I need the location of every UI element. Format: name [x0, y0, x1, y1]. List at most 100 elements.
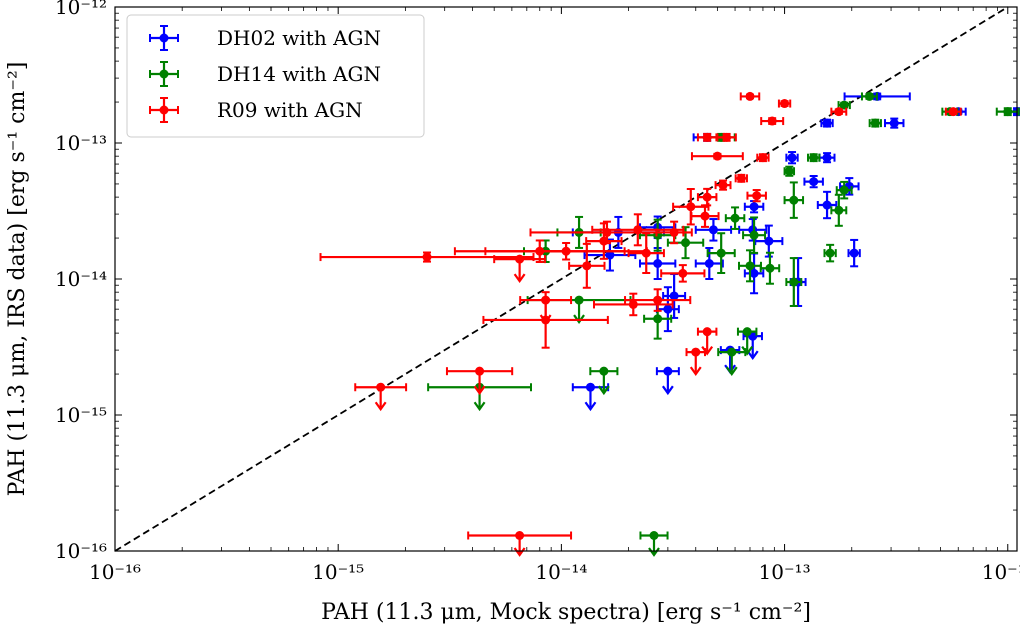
data-marker	[889, 118, 899, 128]
data-marker	[834, 205, 844, 215]
y-tick-labels: 10⁻¹⁶ 10⁻¹⁵ 10⁻¹⁴ 10⁻¹³ 10⁻¹²	[55, 0, 107, 563]
data-marker	[789, 277, 799, 287]
data-marker	[678, 268, 688, 278]
data-marker	[663, 366, 673, 376]
data-marker	[585, 382, 595, 392]
legend-entry: DH14 with AGN	[149, 61, 381, 87]
data-marker	[681, 238, 691, 248]
legend-label: R09 with AGN	[217, 98, 363, 122]
data-point	[754, 224, 784, 258]
one-to-one-line	[114, 6, 1009, 552]
y-axis-title: PAH (11.3 μm, IRS data) [erg s⁻¹ cm⁻²]	[5, 62, 30, 497]
data-point	[660, 264, 706, 283]
upper-limit-arrow	[473, 385, 486, 396]
data-point	[694, 247, 724, 280]
data-point	[568, 242, 606, 289]
data-marker	[702, 132, 712, 142]
data-point	[696, 132, 718, 142]
data-point	[738, 249, 762, 283]
data-marker	[599, 366, 609, 376]
upper-limit-arrow	[746, 350, 759, 361]
data-marker	[686, 202, 696, 212]
data-point	[835, 180, 853, 200]
data-marker	[809, 153, 819, 163]
data-marker	[870, 118, 880, 128]
data-marker	[515, 531, 525, 541]
data-point	[717, 347, 747, 377]
data-point	[714, 179, 732, 191]
data-point	[319, 251, 535, 263]
legend-label: DH02 with AGN	[217, 26, 381, 50]
data-point	[690, 204, 720, 228]
data-marker	[834, 107, 844, 117]
y-tick-label: 10⁻¹⁶	[55, 539, 107, 563]
x-tick-label: 10⁻¹³	[759, 560, 811, 584]
data-point	[736, 327, 758, 356]
data-marker	[376, 382, 386, 392]
data-point	[694, 218, 733, 242]
data-marker	[767, 116, 777, 126]
data-marker	[839, 185, 849, 195]
x-tick-label: 10⁻¹⁴	[535, 560, 587, 584]
data-marker	[1003, 107, 1013, 117]
data-point	[739, 91, 761, 101]
data-point	[803, 174, 824, 189]
legend-marker	[159, 69, 169, 79]
data-marker	[745, 261, 755, 271]
data-marker	[822, 200, 832, 210]
upper-limit-arrow	[661, 385, 674, 396]
data-point	[818, 152, 836, 164]
data-point	[696, 187, 718, 207]
data-marker	[716, 248, 726, 258]
data-marker	[541, 315, 551, 325]
data-point	[816, 190, 838, 220]
data-point	[868, 118, 882, 128]
data-point	[995, 107, 1020, 117]
upper-limit-arrow	[701, 346, 714, 356]
data-marker	[712, 151, 722, 161]
data-point	[785, 151, 799, 165]
data-point	[860, 91, 878, 101]
data-marker	[663, 304, 673, 314]
data-marker	[653, 295, 663, 305]
data-point	[743, 252, 765, 295]
x-tick-label: 10⁻¹⁵	[312, 560, 364, 584]
upper-limit-arrow	[584, 401, 597, 412]
data-marker	[745, 91, 755, 101]
data-marker	[628, 299, 638, 309]
data-point	[785, 257, 803, 307]
data-marker	[849, 248, 859, 258]
data-marker	[653, 259, 663, 269]
data-marker	[574, 295, 584, 305]
data-marker	[691, 347, 701, 357]
data-marker	[809, 177, 819, 187]
data-point	[639, 531, 669, 557]
data-marker	[422, 252, 432, 262]
data-marker	[704, 259, 714, 269]
y-tick-label: 10⁻¹⁴	[55, 267, 107, 291]
data-marker	[822, 153, 832, 163]
data-marker	[605, 250, 615, 260]
legend-entry: DH02 with AGN	[149, 25, 381, 51]
data-marker	[599, 236, 609, 246]
data-marker	[702, 192, 712, 202]
data-point	[777, 99, 792, 109]
data-marker	[749, 268, 759, 278]
legend-entries: DH02 with AGN DH14 with AGN R09 with AGN	[149, 25, 381, 123]
data-marker	[822, 118, 832, 128]
data-point	[482, 291, 609, 349]
data-point	[585, 222, 623, 260]
tick-layer	[114, 6, 1017, 552]
legend-label: DH14 with AGN	[217, 62, 381, 86]
data-marker	[582, 261, 592, 271]
data-marker	[784, 166, 794, 176]
data-marker	[702, 327, 712, 337]
data-point	[820, 118, 834, 128]
x-tick-label: 10⁻¹²	[982, 560, 1020, 584]
data-point	[589, 366, 619, 396]
data-point	[445, 366, 514, 396]
data-point	[724, 206, 746, 230]
data-marker	[669, 291, 679, 301]
data-marker	[742, 327, 752, 337]
